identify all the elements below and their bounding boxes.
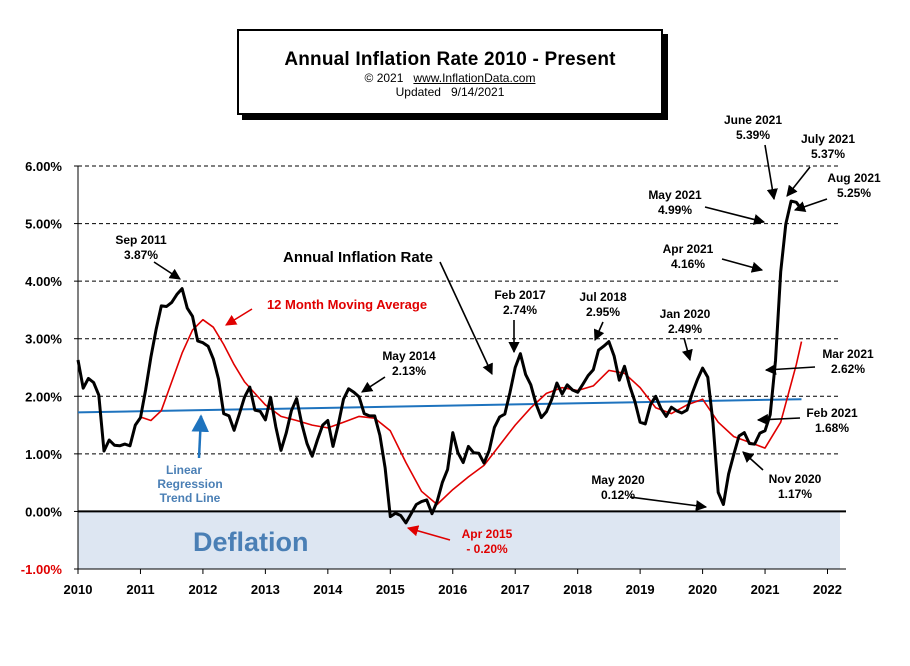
annotation-value: 1.68%	[815, 421, 849, 435]
x-tick-label: 2011	[126, 582, 154, 597]
annotation-arrow	[764, 363, 816, 375]
x-tick-label: 2021	[751, 582, 780, 597]
deflation-label: Deflation	[193, 527, 309, 557]
annotation-value: 5.25%	[837, 186, 871, 200]
chart-title: Annual Inflation Rate 2010 - Present	[284, 49, 616, 70]
annotation-arrow	[361, 376, 386, 393]
trend-line	[77, 398, 802, 414]
y-tick-label: 0.00%	[25, 504, 62, 519]
annotation-arrow	[704, 206, 766, 225]
x-tick-label: 2022	[813, 582, 842, 597]
x-tick-label: 2012	[188, 582, 217, 597]
x-tick-label: 2017	[501, 582, 530, 597]
annotation-label: May 2020	[591, 473, 645, 487]
annotation-arrow	[764, 144, 778, 201]
annotation-label: Apr 2015	[462, 527, 513, 541]
annotation-label: Nov 2020	[769, 472, 822, 486]
y-tick-label: -1.00%	[21, 562, 63, 577]
annotation-value: 2.62%	[831, 362, 865, 376]
annotation-label: Aug 2021	[827, 171, 881, 185]
annotation-value: 2.49%	[668, 322, 702, 336]
series-label-moving-average: 12 Month Moving Average	[267, 297, 427, 312]
annotation-arrow	[629, 496, 708, 512]
gridlines	[78, 165, 840, 455]
updated-date: 9/14/2021	[451, 85, 505, 99]
series-label-trend-line-3: Trend Line	[160, 491, 221, 505]
updated-label: Updated	[395, 85, 441, 99]
x-tick-label: 2015	[376, 582, 405, 597]
x-tick-label: 2016	[438, 582, 467, 597]
y-tick-label: 4.00%	[25, 274, 62, 289]
annotation-value: 3.87%	[124, 248, 158, 262]
annotation-value: 2.13%	[392, 364, 426, 378]
y-tick-label: 2.00%	[25, 389, 62, 404]
annotation-arrow	[153, 261, 181, 280]
annotation-label: Jul 2018	[579, 290, 627, 304]
annotation-label: July 2021	[801, 132, 855, 146]
x-tick-label: 2013	[251, 582, 280, 597]
annotation-value: 0.12%	[601, 488, 635, 502]
annotation-value: 1.17%	[778, 487, 812, 501]
x-tick-label: 2014	[313, 582, 343, 597]
chart-title-box: Annual Inflation Rate 2010 - Present © 2…	[237, 29, 663, 115]
series-lines	[76, 199, 803, 525]
chart-subtitle-line: © 2021 www.InflationData.com	[239, 71, 661, 85]
annotation-label: Mar 2021	[822, 347, 874, 361]
y-tick-label: 3.00%	[25, 332, 62, 347]
series-label-trend-arrow	[191, 414, 209, 459]
annotation-label: Feb 2017	[494, 288, 546, 302]
annotation-arrow	[756, 413, 801, 426]
updated-line: Updated 9/14/2021	[239, 85, 661, 99]
annotation-value: 5.39%	[736, 128, 770, 142]
x-tick-label: 2019	[626, 582, 655, 597]
y-tick-label: 1.00%	[25, 447, 62, 462]
series-label-inflation-arrow	[439, 261, 493, 376]
annotation-arrow	[406, 525, 451, 541]
deflation-zone	[78, 512, 840, 569]
series-label-trend-line-1: Linear	[166, 463, 202, 477]
annotation-value: 2.74%	[503, 303, 537, 317]
series-label-moving-average-arrow	[225, 308, 253, 326]
annotation-label: Feb 2021	[806, 406, 858, 420]
annotation-arrow	[593, 321, 605, 342]
copyright-text: © 2021	[364, 71, 404, 85]
annotation-arrow	[742, 451, 764, 471]
inflation-rate-line	[76, 199, 803, 525]
annotation-value: 2.95%	[586, 305, 620, 319]
annotation-label: Jan 2020	[660, 307, 711, 321]
annotation-value: - 0.20%	[466, 542, 508, 556]
annotation-label: June 2021	[724, 113, 782, 127]
annotation-value: 4.99%	[658, 203, 692, 217]
annotation-arrow	[793, 198, 828, 213]
x-tick-label: 2020	[688, 582, 717, 597]
annotation-value: 5.37%	[811, 147, 845, 161]
y-tick-label: 5.00%	[25, 217, 62, 232]
y-tick-label: 6.00%	[25, 159, 62, 174]
series-label-inflation: Annual Inflation Rate	[283, 249, 433, 266]
axes: -1.00% 0.00% 1.00% 2.00% 3.00% 4.00% 5.00% 6.00…	[21, 159, 846, 597]
annotation-arrow	[681, 337, 693, 362]
annotation-label: May 2021	[648, 188, 702, 202]
annotation-label: May 2014	[382, 349, 436, 363]
annotation-label: Apr 2021	[663, 242, 714, 256]
annotation-label: Sep 2011	[115, 233, 167, 247]
annotation-value: 4.16%	[671, 257, 705, 271]
annotation-arrow	[786, 166, 811, 197]
source-link[interactable]: www.InflationData.com	[413, 71, 536, 85]
annotation-arrow	[721, 258, 764, 273]
x-tick-label: 2018	[563, 582, 592, 597]
series-label-trend-line-2: Regression	[157, 477, 222, 491]
x-tick-label: 2010	[64, 582, 93, 597]
